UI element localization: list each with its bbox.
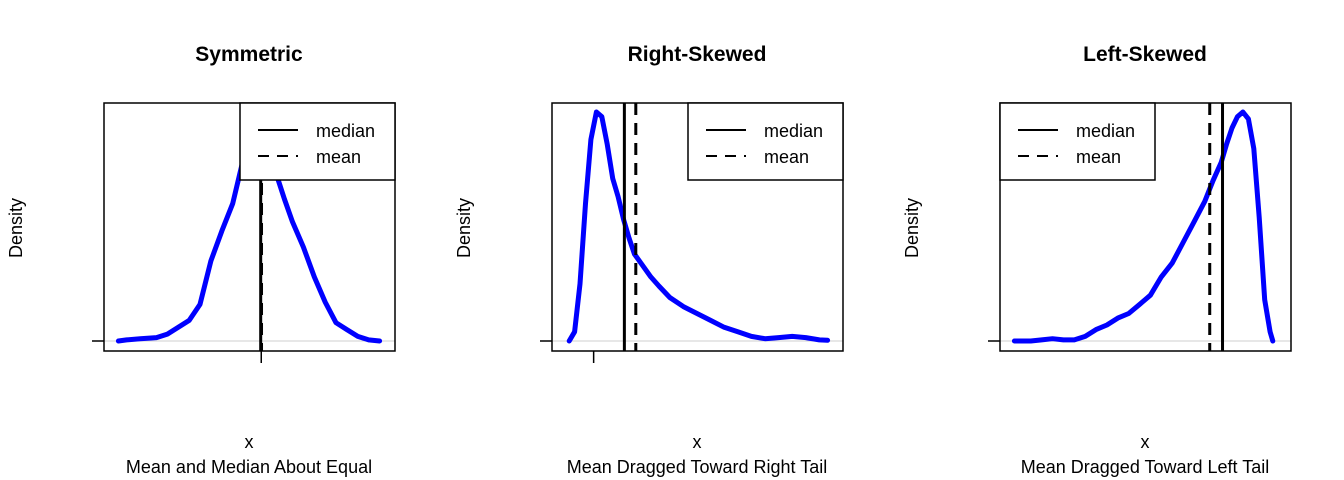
x-axis-label: x — [693, 432, 702, 452]
legend-mean-label: mean — [764, 147, 809, 167]
legend-box — [239, 102, 396, 181]
legend-mean-label: mean — [316, 147, 361, 167]
y-axis-label: Density — [454, 198, 474, 258]
chart-caption: Mean and Median About Equal — [126, 457, 372, 477]
legend-median-label: median — [1076, 121, 1135, 141]
legend-median-label: median — [316, 121, 375, 141]
legend-box — [999, 102, 1156, 181]
chart-title: Right-Skewed — [628, 43, 767, 66]
density-curve — [566, 109, 831, 344]
x-axis-label: x — [245, 432, 254, 452]
x-axis-label: x — [1141, 432, 1150, 452]
panel-symmetric: Symmetric Density x Mean and Median Abou… — [6, 43, 396, 477]
chart-caption: Mean Dragged Toward Right Tail — [567, 457, 827, 477]
legend-box — [687, 102, 844, 181]
y-axis-label: Density — [6, 198, 26, 258]
panel-right-skewed: Right-Skewed Density x Mean Dragged Towa… — [454, 43, 844, 477]
chart-title: Left-Skewed — [1083, 43, 1207, 66]
legend-median-label: median — [764, 121, 823, 141]
chart-caption: Mean Dragged Toward Left Tail — [1021, 457, 1269, 477]
legend: median mean — [687, 102, 844, 181]
density-curve — [1011, 109, 1276, 344]
legend: median mean — [239, 102, 396, 181]
panel-left-skewed: Left-Skewed Density x Mean Dragged Towar… — [902, 43, 1292, 477]
legend-mean-label: mean — [1076, 147, 1121, 167]
y-axis-label: Density — [902, 198, 922, 258]
chart-title: Symmetric — [195, 43, 303, 66]
legend: median mean — [999, 102, 1156, 181]
